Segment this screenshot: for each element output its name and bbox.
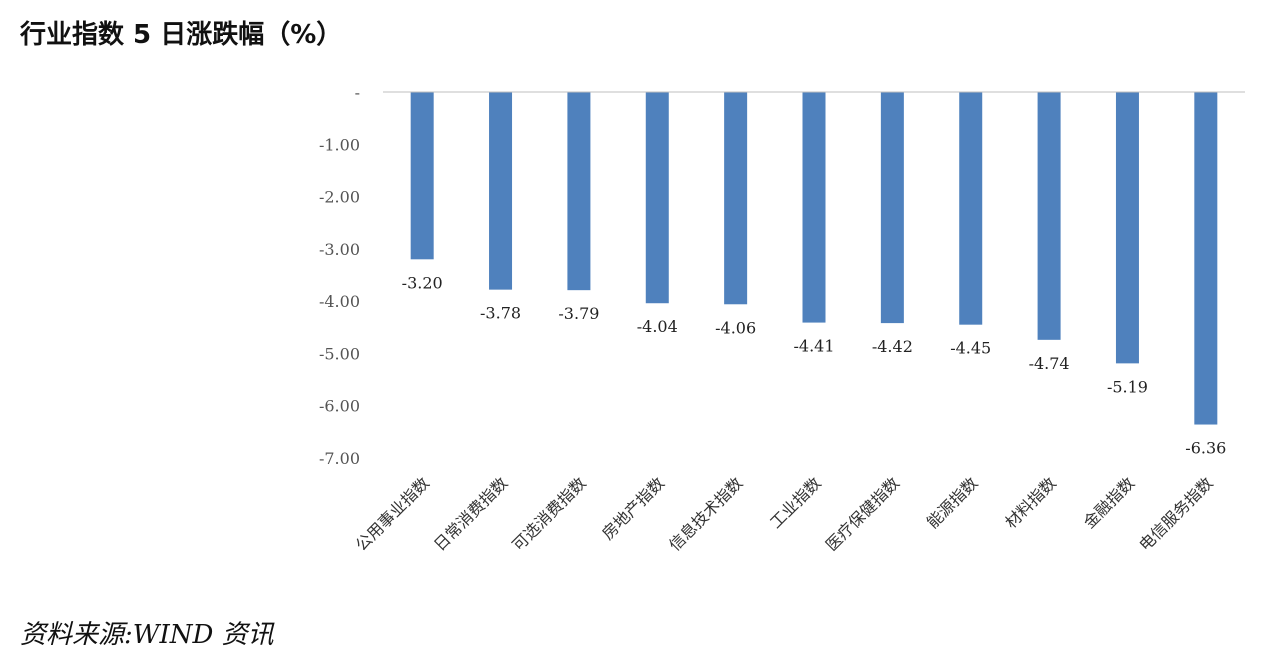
category-label: 金融指数 [1080, 473, 1139, 532]
bar-series [410, 92, 1218, 425]
y-tick-label: -6.00 [319, 397, 360, 416]
bar [489, 92, 513, 290]
category-label: 工业指数 [766, 473, 825, 532]
y-tick-label: -4.00 [319, 292, 360, 311]
category-label: 信息技术指数 [665, 473, 746, 554]
y-tick-label: -7.00 [319, 449, 360, 468]
data-label: -6.36 [1185, 439, 1226, 458]
y-tick-label: -5.00 [319, 344, 360, 363]
bar [880, 92, 904, 324]
data-label: -4.04 [637, 317, 678, 336]
bar [567, 92, 591, 291]
category-label: 房地产指数 [598, 473, 668, 543]
data-labels: -3.20 -3.78 -3.79 -4.04 -4.06 -4.41 -4.42 -4.45… [402, 273, 1227, 457]
y-tick-label: -3.00 [319, 240, 360, 259]
data-label: -4.45 [950, 339, 991, 358]
bar [1194, 92, 1218, 425]
data-label: -4.42 [872, 337, 913, 356]
page-title: 行业指数 5 日涨跌幅（%） [20, 20, 343, 50]
category-labels: 公用事业指数日常消费指数可选消费指数 房地产指数信息技术指数 工业指数医疗保健指数能… [352, 473, 1217, 554]
data-label: -5.19 [1107, 377, 1148, 396]
data-label: -4.06 [715, 318, 756, 337]
bar [724, 92, 748, 305]
bar [1115, 92, 1139, 364]
bar [645, 92, 669, 304]
bar [1037, 92, 1061, 340]
category-label: 能源指数 [923, 473, 982, 532]
y-tick-label: -1.00 [319, 135, 360, 154]
y-tick-label: -2.00 [319, 188, 360, 207]
category-label: 医疗保健指数 [822, 473, 903, 554]
data-label: -3.78 [480, 304, 521, 323]
data-label: -4.74 [1029, 354, 1070, 373]
category-label: 日常消费指数 [430, 473, 511, 554]
y-tick-label: - [355, 83, 360, 102]
data-label: -3.20 [402, 273, 443, 292]
bar [802, 92, 826, 323]
category-label: 电信服务指数 [1135, 473, 1216, 554]
source-note: 资料来源:WIND 资讯 [20, 620, 274, 650]
data-label: -3.79 [558, 304, 599, 323]
bar [959, 92, 983, 325]
y-axis-ticks: - -1.00 -2.00 -3.00 -4.00 -5.00 -6.00 -7.00 [319, 83, 360, 468]
category-label: 材料指数 [1001, 473, 1060, 532]
category-label: 公用事业指数 [352, 473, 433, 554]
bar [410, 92, 434, 260]
data-label: -4.41 [793, 337, 834, 356]
category-label: 可选消费指数 [508, 473, 589, 554]
